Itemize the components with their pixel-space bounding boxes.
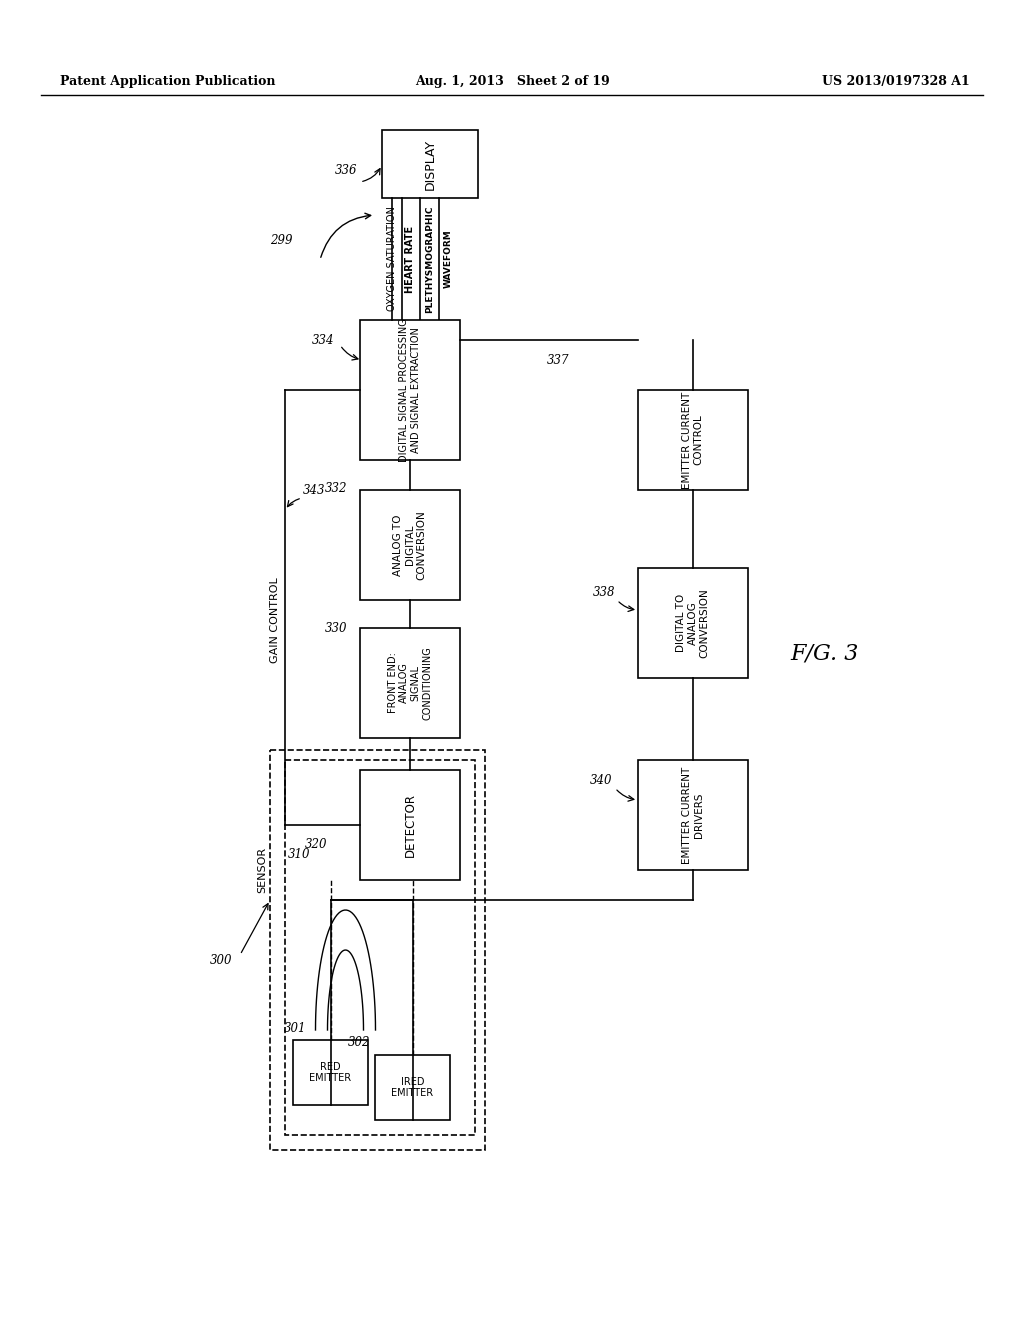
Text: EMITTER CURRENT
CONTROL: EMITTER CURRENT CONTROL: [682, 391, 703, 488]
Text: DISPLAY: DISPLAY: [424, 139, 436, 190]
Text: 343: 343: [303, 483, 326, 496]
Text: DIGITAL TO
ANALOG
CONVERSION: DIGITAL TO ANALOG CONVERSION: [677, 589, 710, 657]
Text: PLETHYSMOGRAPHIC: PLETHYSMOGRAPHIC: [426, 205, 434, 313]
Text: 334: 334: [312, 334, 335, 346]
Text: Aug. 1, 2013   Sheet 2 of 19: Aug. 1, 2013 Sheet 2 of 19: [415, 75, 609, 88]
Bar: [638, 389, 748, 490]
Bar: [360, 319, 460, 459]
Text: 332: 332: [325, 482, 347, 495]
Bar: [360, 490, 460, 601]
Text: 299: 299: [270, 234, 293, 247]
Text: 337: 337: [547, 354, 569, 367]
Text: OXYGEN SATURATION: OXYGEN SATURATION: [387, 206, 397, 312]
Text: WAVEFORM: WAVEFORM: [443, 230, 453, 288]
Text: 330: 330: [325, 622, 347, 635]
Text: 336: 336: [335, 164, 357, 177]
Text: EMITTER CURRENT
DRIVERS: EMITTER CURRENT DRIVERS: [682, 767, 703, 863]
Text: 300: 300: [210, 953, 232, 966]
Bar: [360, 770, 460, 880]
Bar: [375, 1055, 450, 1119]
Text: ANALOG TO
DIGITAL
CONVERSION: ANALOG TO DIGITAL CONVERSION: [393, 510, 427, 579]
Text: GAIN CONTROL: GAIN CONTROL: [270, 577, 280, 663]
Text: 302: 302: [348, 1035, 371, 1048]
Text: RED
EMITTER: RED EMITTER: [309, 1061, 351, 1084]
Text: HEART RATE: HEART RATE: [406, 226, 415, 293]
Text: DIGITAL SIGNAL PROCESSING
AND SIGNAL EXTRACTION: DIGITAL SIGNAL PROCESSING AND SIGNAL EXT…: [399, 318, 421, 462]
Text: F/G. 3: F/G. 3: [790, 643, 858, 665]
Text: 310: 310: [288, 849, 310, 862]
Bar: [638, 568, 748, 678]
Text: SENSOR: SENSOR: [257, 847, 267, 894]
Text: 340: 340: [590, 774, 612, 787]
Text: 338: 338: [593, 586, 615, 599]
Bar: [382, 129, 478, 198]
Bar: [293, 1040, 368, 1105]
Text: 301: 301: [284, 1022, 306, 1035]
Text: DETECTOR: DETECTOR: [403, 793, 417, 857]
Text: FRONT END:
ANALOG
SIGNAL
CONDITIONING: FRONT END: ANALOG SIGNAL CONDITIONING: [388, 645, 432, 719]
Text: IRED
EMITTER: IRED EMITTER: [391, 1077, 433, 1098]
Bar: [270, 750, 485, 1150]
Bar: [360, 628, 460, 738]
Bar: [638, 760, 748, 870]
Bar: [285, 760, 475, 1135]
Text: 320: 320: [305, 838, 328, 851]
Text: Patent Application Publication: Patent Application Publication: [60, 75, 275, 88]
Text: US 2013/0197328 A1: US 2013/0197328 A1: [822, 75, 970, 88]
